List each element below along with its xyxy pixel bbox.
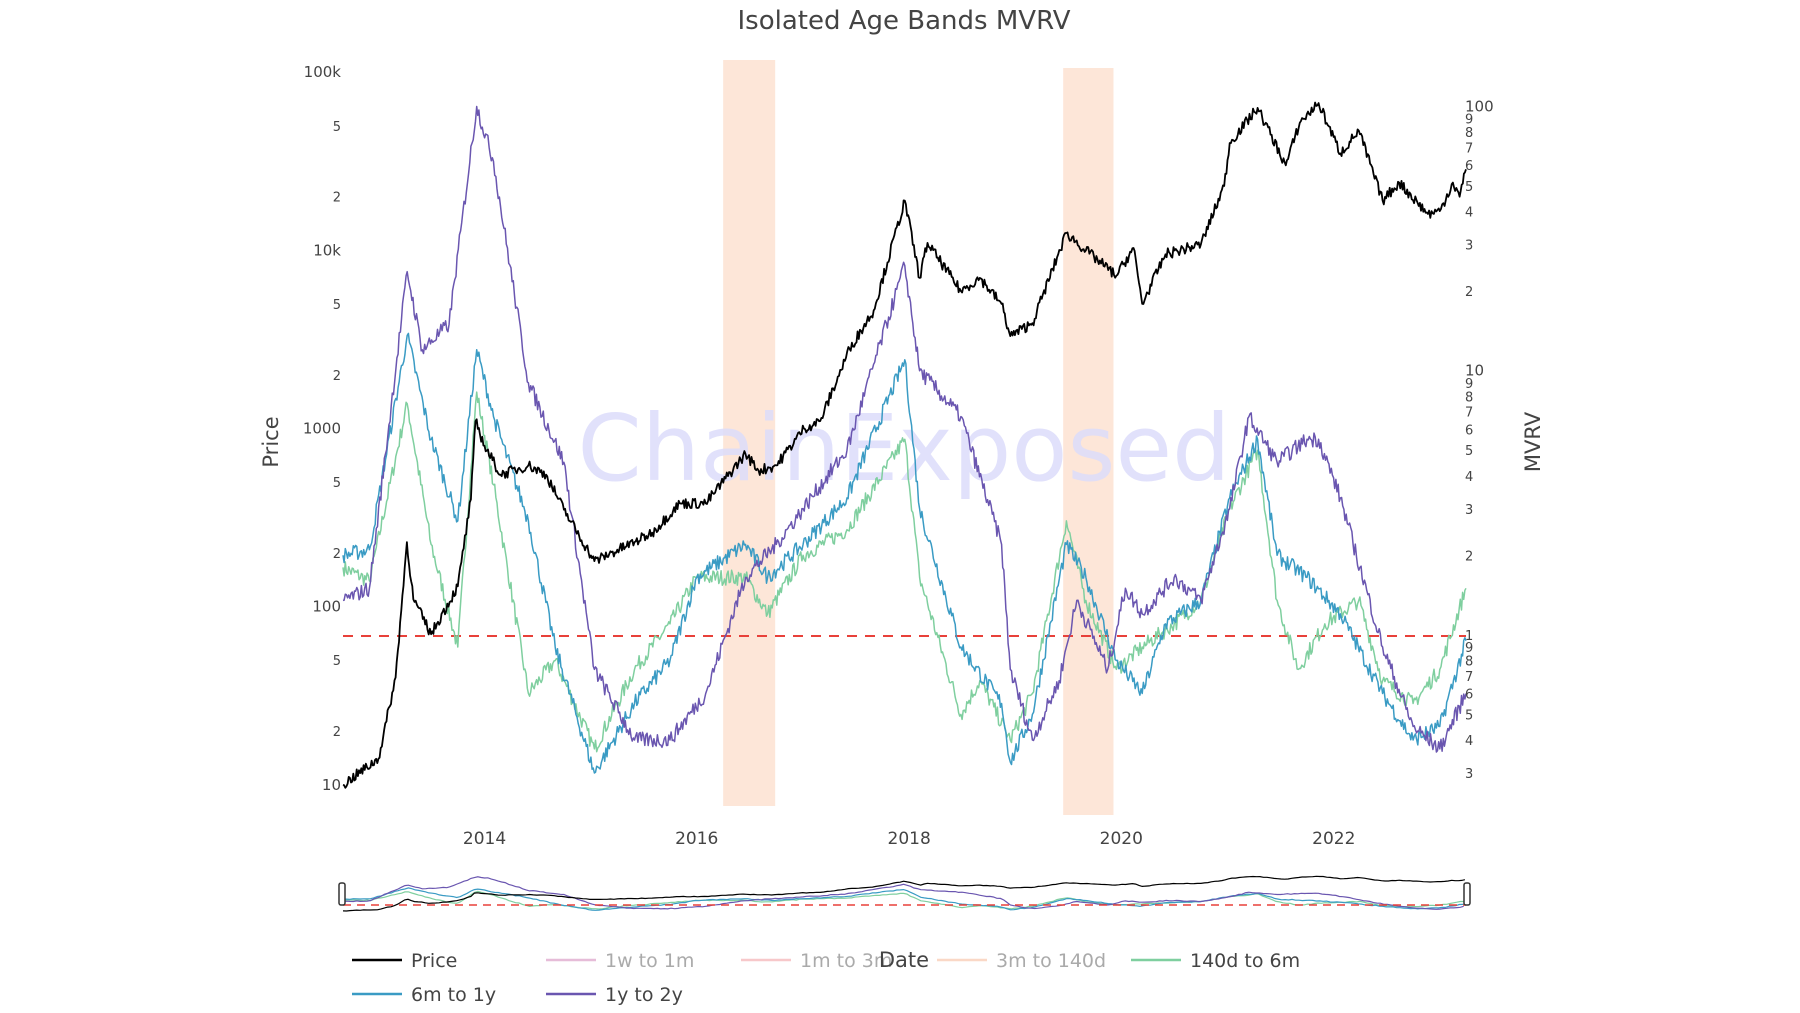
legend-item-6m-to-1y[interactable]: 6m to 1y — [352, 984, 496, 1006]
y-right-tick-label: 5 — [1465, 444, 1473, 459]
y-left-tick-label: 2 — [333, 191, 341, 206]
x-tick-label: 2020 — [1100, 829, 1143, 849]
series-line-140d-to-6m — [342, 391, 1467, 753]
y-left-tick-label: 2 — [333, 369, 341, 384]
shaded-region — [723, 60, 776, 806]
range-slider-series-price — [342, 875, 1466, 912]
legend-item-1y-to-2y[interactable]: 1y to 2y — [546, 984, 683, 1006]
watermark: ChainExposed — [578, 395, 1231, 502]
y-right-tick-label: 8 — [1465, 654, 1473, 669]
y-right-tick-label: 1 — [1465, 629, 1473, 644]
y-left-tick-label: 100 — [312, 598, 341, 616]
legend-label: 1m to 3m — [800, 950, 892, 972]
y-left-tick-label: 2 — [333, 547, 341, 562]
y-right-tick-label: 9 — [1465, 113, 1473, 128]
y-right-tick-label: 6 — [1465, 687, 1473, 702]
range-slider-series-1y-to-2y — [342, 876, 1464, 910]
y-left-tick-label: 10k — [313, 241, 341, 259]
y-left-tick-label: 10 — [322, 776, 341, 794]
y-right-tick-label: 4 — [1465, 734, 1473, 749]
y-right-tick-label: 2 — [1465, 549, 1473, 564]
legend-label: Price — [411, 950, 457, 972]
y-right-tick-label: 10 — [1465, 362, 1484, 380]
y-right-tick-label: 9 — [1465, 641, 1473, 656]
y-right-tick-label: 7 — [1465, 406, 1473, 421]
y-right-tick-label: 3 — [1465, 767, 1473, 782]
x-axis-title: Date — [879, 948, 929, 972]
y-left-tick-label: 100k — [304, 63, 342, 81]
series-line-1y-to-2y — [342, 105, 1467, 753]
y-left-tick-label: 5 — [333, 120, 341, 135]
y-left-tick-label: 1000 — [303, 419, 341, 437]
y-right-tick-label: 6 — [1465, 423, 1473, 438]
x-tick-label: 2022 — [1312, 829, 1355, 849]
y-right-tick-label: 3 — [1465, 239, 1473, 254]
y-right-tick-label: 3 — [1465, 503, 1473, 518]
x-tick-label: 2016 — [675, 829, 718, 849]
y-left-tick-label: 5 — [333, 476, 341, 491]
x-tick-label: 2014 — [463, 829, 506, 849]
y-right-tick-label: 5 — [1465, 180, 1473, 195]
legend-label: 1w to 1m — [605, 950, 694, 972]
shaded-region — [1063, 68, 1114, 815]
series-line-6m-to-1y — [342, 332, 1467, 774]
y-right-tick-label: 8 — [1465, 126, 1473, 141]
legend-item-3m-to-140d[interactable]: 3m to 140d — [937, 950, 1106, 972]
y-right-tick-label: 4 — [1465, 206, 1473, 221]
range-slider-handle-right[interactable] — [1463, 882, 1471, 906]
y-right-tick-label: 2 — [1465, 285, 1473, 300]
y-axis-left-title: Price — [259, 416, 283, 467]
series-line-price — [342, 101, 1467, 789]
range-slider-handle-left[interactable] — [338, 882, 346, 906]
x-tick-label: 2018 — [888, 829, 931, 849]
y-right-tick-label: 4 — [1465, 470, 1473, 485]
legend: Price 1w to 1m 1m to 3m 3m to 140d 140d to 6… — [352, 950, 1300, 1006]
range-slider[interactable] — [338, 872, 1471, 912]
chart-title: Isolated Age Bands MVRV — [738, 6, 1071, 36]
legend-item-1m-to-3m[interactable]: 1m to 3m — [741, 950, 892, 972]
range-slider-series-140d-to-6m — [342, 890, 1464, 910]
legend-item-price[interactable]: Price — [352, 950, 457, 972]
legend-item-140d-to-6m[interactable]: 140d to 6m — [1131, 950, 1300, 972]
y-left-tick-label: 5 — [333, 298, 341, 313]
y-right-tick-label: 100 — [1465, 98, 1494, 116]
legend-label: 6m to 1y — [411, 984, 496, 1006]
y-left-tick-label: 5 — [333, 654, 341, 669]
y-left-tick-label: 2 — [333, 725, 341, 740]
y-right-tick-label: 8 — [1465, 390, 1473, 405]
legend-item-1w-to-1m[interactable]: 1w to 1m — [546, 950, 694, 972]
y-right-tick-label: 5 — [1465, 708, 1473, 723]
y-right-tick-label: 6 — [1465, 159, 1473, 174]
y-right-tick-label: 7 — [1465, 670, 1473, 685]
y-right-tick-label: 9 — [1465, 377, 1473, 392]
legend-label: 140d to 6m — [1190, 950, 1300, 972]
legend-label: 1y to 2y — [605, 984, 683, 1006]
y-right-tick-label: 7 — [1465, 141, 1473, 156]
range-slider-series-6m-to-1y — [342, 887, 1467, 911]
y-axis-right-title: MVRV — [1521, 411, 1545, 472]
legend-label: 3m to 140d — [996, 950, 1106, 972]
